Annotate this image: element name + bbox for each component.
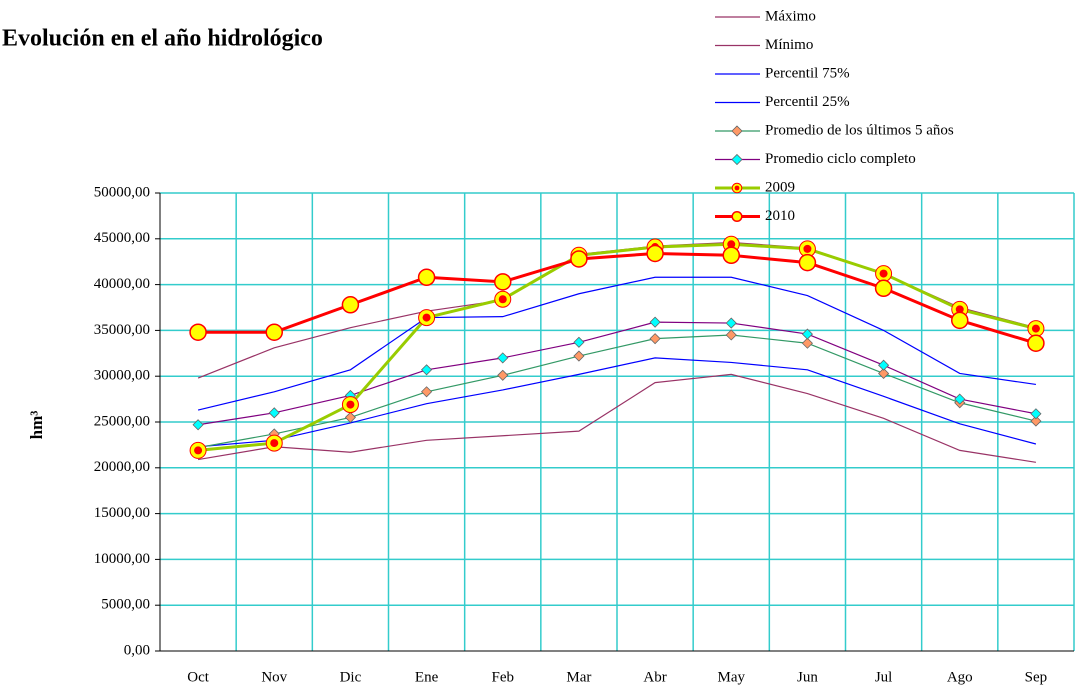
y-axis-label: hm³ [27, 411, 46, 440]
y-tick-label: 20000,00 [94, 459, 150, 475]
data-point [265, 323, 283, 341]
y-tick-label: 25000,00 [94, 413, 150, 429]
data-point [1030, 415, 1042, 427]
data-point-center [803, 244, 812, 253]
y-tick-label: 30000,00 [94, 368, 150, 384]
data-point [649, 333, 661, 345]
series-line [197, 334, 1037, 449]
data-point [874, 279, 893, 298]
x-tick-label: Jul [875, 669, 893, 685]
data-point [798, 253, 817, 272]
y-tick-label: 40000,00 [94, 276, 150, 292]
data-point-center [498, 295, 507, 304]
x-tick-label: Dic [340, 669, 362, 685]
data-point [494, 273, 512, 291]
data-point [951, 311, 969, 330]
legend-label: 2010 [765, 208, 795, 224]
data-point-center [422, 313, 431, 322]
data-point-center [346, 400, 355, 409]
legend-label: Promedio de los últimos 5 años [765, 122, 954, 138]
series-line [197, 373, 1037, 463]
chart-title: Evolución en el año hidrológico [2, 26, 323, 52]
legend-marker [731, 210, 743, 223]
y-tick-label: 50000,00 [94, 184, 150, 200]
data-point [725, 329, 737, 341]
data-point [497, 369, 509, 381]
x-tick-label: Ene [415, 669, 439, 685]
data-point [570, 250, 588, 268]
data-point [1027, 334, 1045, 352]
data-point [878, 359, 890, 371]
x-tick-label: Oct [187, 669, 209, 685]
data-point-center [955, 305, 964, 314]
x-tick-label: Feb [492, 669, 515, 685]
y-tick-label: 45000,00 [94, 230, 150, 246]
data-point [801, 337, 813, 349]
data-point [421, 364, 433, 376]
legend-marker [731, 125, 743, 137]
data-point [189, 323, 207, 341]
y-tick-label: 10000,00 [94, 551, 150, 567]
legend-marker-center [734, 185, 740, 191]
legend-label: Percentil 75% [765, 65, 850, 81]
data-point-center [270, 439, 279, 448]
legend-label: Promedio ciclo completo [765, 151, 916, 167]
data-point [1030, 408, 1042, 420]
series-line [197, 276, 1037, 411]
data-point [725, 317, 737, 329]
x-tick-label: Ago [947, 669, 973, 685]
data-point [341, 296, 360, 314]
legend-label: Máximo [765, 8, 816, 24]
data-point [573, 336, 585, 348]
data-point [649, 316, 661, 328]
data-point [497, 352, 509, 364]
data-point [573, 350, 585, 362]
data-point [722, 246, 740, 265]
series-line [197, 321, 1037, 426]
legend-label: Percentil 25% [765, 94, 850, 110]
x-tick-label: Nov [261, 669, 287, 685]
data-point [954, 393, 966, 405]
series-line [198, 357, 1037, 448]
data-point [878, 367, 890, 380]
x-tick-label: Abr [643, 669, 666, 685]
data-point-center [1031, 324, 1040, 333]
y-tick-label: 0,00 [124, 642, 150, 658]
data-point-center [727, 240, 736, 249]
legend-label: 2009 [765, 179, 795, 195]
y-tick-label: 15000,00 [94, 505, 150, 521]
data-point-center [194, 446, 203, 455]
x-tick-label: May [718, 669, 746, 685]
data-point [417, 268, 436, 287]
data-point-center [879, 269, 888, 278]
data-point [646, 244, 664, 263]
x-tick-label: Sep [1025, 669, 1048, 685]
data-point [801, 328, 813, 340]
data-point [344, 411, 356, 423]
y-tick-label: 35000,00 [94, 322, 150, 338]
x-tick-label: Jun [797, 669, 818, 685]
legend-label: Mínimo [765, 37, 813, 53]
y-tick-label: 5000,00 [101, 597, 150, 613]
x-tick-label: Mar [566, 669, 591, 685]
data-point [421, 386, 433, 398]
data-point [268, 407, 280, 419]
legend-marker [731, 153, 743, 166]
data-point [192, 419, 204, 431]
series-line [197, 242, 1037, 452]
series-line [198, 251, 1037, 345]
